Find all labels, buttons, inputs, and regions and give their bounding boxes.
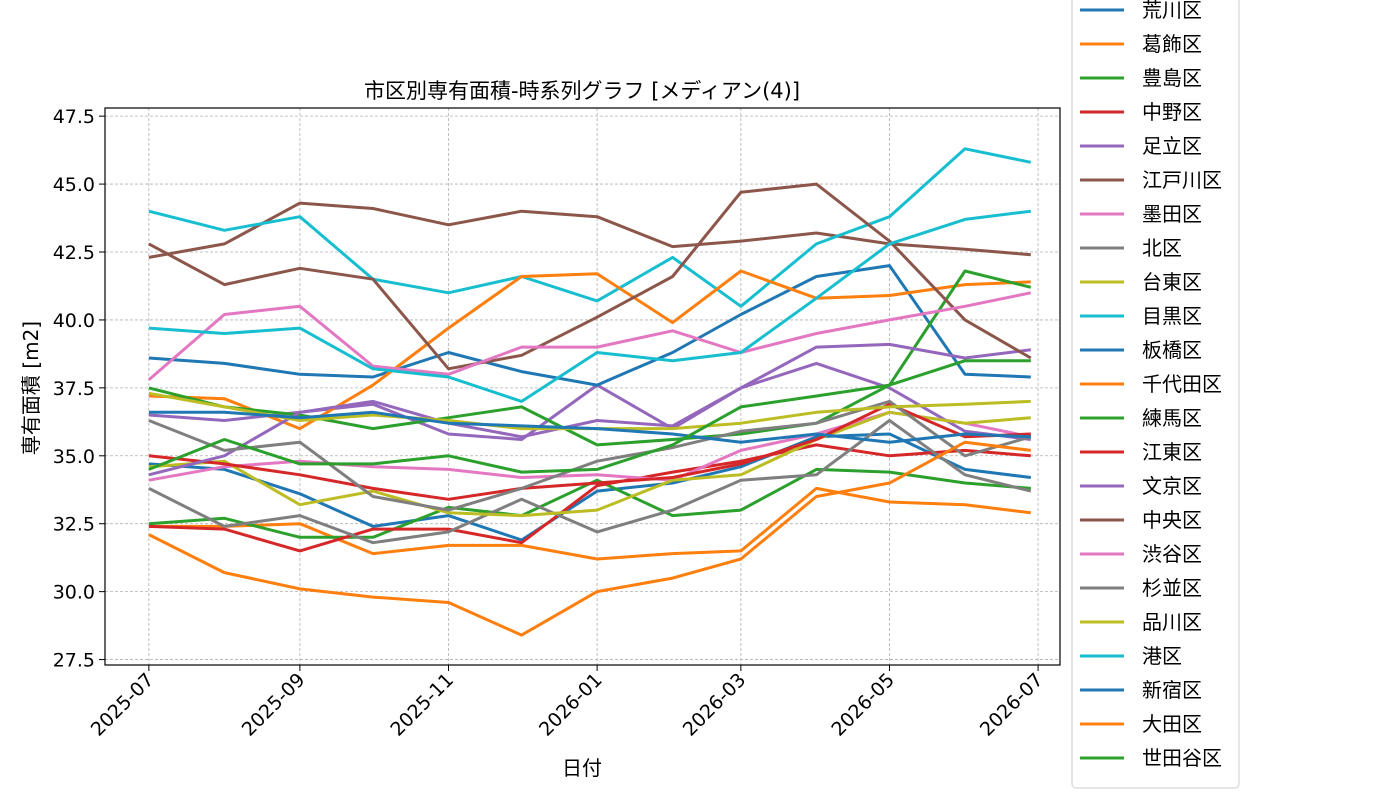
legend-label: 目黒区 xyxy=(1142,304,1202,328)
legend-label: 港区 xyxy=(1142,644,1182,668)
legend-label: 江戸川区 xyxy=(1142,168,1222,192)
y-tick-label: 27.5 xyxy=(53,650,95,672)
y-axis-label: 専有面積 [m2] xyxy=(19,321,43,455)
series-line-台東区 xyxy=(148,410,1031,518)
y-tick-label: 32.5 xyxy=(53,514,95,536)
series-line-世田谷区 xyxy=(148,359,1031,474)
x-tick-label: 2025-11 xyxy=(386,669,458,741)
legend-label: 千代田区 xyxy=(1142,372,1222,396)
series-line-港区 xyxy=(148,209,1031,403)
legend-label: 江東区 xyxy=(1142,440,1202,464)
legend-label: 中野区 xyxy=(1142,100,1202,124)
series-lines xyxy=(147,147,1032,637)
legend: 荒川区葛飾区豊島区中野区足立区江戸川区墨田区北区台東区目黒区板橋区千代田区練馬区… xyxy=(1071,0,1240,789)
series-line-中央区 xyxy=(148,182,1032,371)
legend-label: 板橋区 xyxy=(1142,338,1202,362)
x-tick-label: 2026-01 xyxy=(535,669,607,741)
series-line-江東区 xyxy=(148,402,1031,501)
series-line-荒川区 xyxy=(148,432,1031,542)
legend-label: 練馬区 xyxy=(1142,406,1202,430)
legend-label: 新宿区 xyxy=(1142,678,1202,702)
series-line-文京区 xyxy=(148,342,1031,477)
x-axis-label: 日付 xyxy=(562,756,602,780)
x-tick-label: 2026-03 xyxy=(679,669,751,741)
y-tick-label: 40.0 xyxy=(53,310,95,332)
x-tick-label: 2026-05 xyxy=(827,669,899,741)
y-tick-label: 30.0 xyxy=(53,582,95,604)
chart-title: 市区別専有面積-時系列グラフ [メディアン(4)] xyxy=(364,79,800,103)
legend-label: 世田谷区 xyxy=(1142,746,1222,770)
series-line-板橋区 xyxy=(148,264,1031,387)
x-tick-label: 2025-07 xyxy=(87,669,159,741)
y-tick-label: 35.0 xyxy=(53,446,95,468)
series-line-大田区 xyxy=(148,440,1031,637)
x-tick-label: 2025-09 xyxy=(238,669,310,741)
legend-box xyxy=(1071,0,1240,789)
x-axis: 2025-07 2025-09 2025-11 2026-01 2026-03 2026-… xyxy=(87,665,1048,741)
legend-label: 葛飾区 xyxy=(1142,32,1202,56)
y-tick-label: 37.5 xyxy=(53,378,95,400)
legend-label: 杉並区 xyxy=(1142,576,1202,600)
series-line-千代田区 xyxy=(148,269,1031,431)
y-axis: 27.5 30.0 32.5 35.0 37.5 40.0 42.5 45.0 47.5 xyxy=(53,106,105,672)
plot-frame xyxy=(104,107,1061,666)
series-line-渋谷区 xyxy=(147,291,1032,381)
legend-label: 品川区 xyxy=(1142,610,1202,634)
series-line-北区 xyxy=(148,419,1032,545)
series-line-新宿区 xyxy=(148,410,1031,444)
x-tick-label: 2026-07 xyxy=(976,669,1048,741)
legend-label: 台東区 xyxy=(1142,270,1202,294)
legend-label: 大田区 xyxy=(1142,712,1202,736)
series-line-中野区 xyxy=(148,443,1031,553)
legend-label: 足立区 xyxy=(1142,134,1202,158)
legend-label: 渋谷区 xyxy=(1142,542,1202,566)
grid xyxy=(105,108,1060,665)
legend-label: 墨田区 xyxy=(1142,202,1202,226)
legend-label: 文京区 xyxy=(1142,474,1202,498)
legend-label: 中央区 xyxy=(1142,508,1202,532)
y-tick-label: 47.5 xyxy=(53,106,95,128)
legend-label: 豊島区 xyxy=(1142,66,1202,90)
series-line-葛飾区 xyxy=(148,486,1031,561)
series-line-目黒区 xyxy=(148,147,1032,308)
legend-label: 北区 xyxy=(1142,236,1182,260)
series-line-豊島区 xyxy=(148,467,1031,539)
y-tick-label: 42.5 xyxy=(53,242,95,264)
y-tick-label: 45.0 xyxy=(53,174,95,196)
legend-label: 荒川区 xyxy=(1142,0,1202,22)
series-line-杉並区 xyxy=(148,399,1032,512)
